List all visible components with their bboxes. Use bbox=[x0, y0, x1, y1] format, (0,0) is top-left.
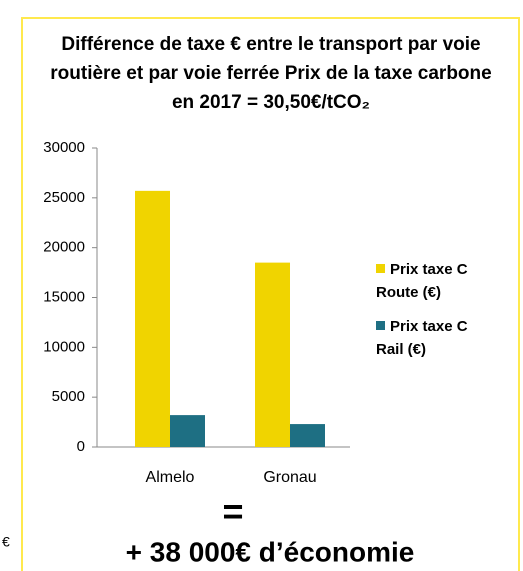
chart-title: Différence de taxe € entre le transport … bbox=[50, 34, 492, 113]
y-tick-label: 0 bbox=[77, 438, 85, 455]
legend-entry: Prix taxe C Rail (€) bbox=[376, 315, 486, 361]
y-tick-label: 10000 bbox=[43, 338, 85, 355]
legend-swatch bbox=[376, 264, 385, 273]
bar bbox=[135, 190, 170, 447]
legend-entry: Prix taxe C Route (€) bbox=[376, 258, 486, 304]
bar bbox=[290, 424, 325, 447]
legend-label: Prix taxe C Rail (€) bbox=[376, 318, 468, 358]
y-tick-label: 25000 bbox=[43, 189, 85, 206]
x-tick-label: Almelo bbox=[146, 469, 195, 486]
y-tick-label: 15000 bbox=[43, 288, 85, 305]
frame bbox=[21, 17, 520, 571]
cropped-fragment: € bbox=[2, 534, 10, 550]
equals-sign: = bbox=[222, 491, 243, 532]
bar bbox=[255, 262, 290, 447]
legend-swatch bbox=[376, 321, 385, 330]
y-tick-label: 20000 bbox=[43, 239, 85, 256]
legend-label: Prix taxe C Route (€) bbox=[376, 261, 468, 301]
x-tick-label: Gronau bbox=[263, 469, 316, 486]
savings-text: + 38 000€ d’économie bbox=[126, 536, 415, 567]
bar bbox=[170, 415, 205, 447]
y-tick-label: 5000 bbox=[52, 388, 85, 405]
y-tick-label: 30000 bbox=[43, 139, 85, 156]
